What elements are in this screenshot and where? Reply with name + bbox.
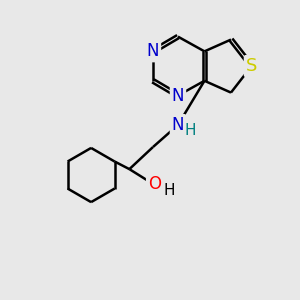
Text: S: S (246, 57, 257, 75)
Text: N: N (172, 86, 184, 104)
Text: H: H (164, 183, 175, 198)
Text: H: H (184, 123, 196, 138)
Text: N: N (172, 116, 184, 134)
Text: O: O (148, 175, 161, 193)
Text: N: N (147, 42, 159, 60)
